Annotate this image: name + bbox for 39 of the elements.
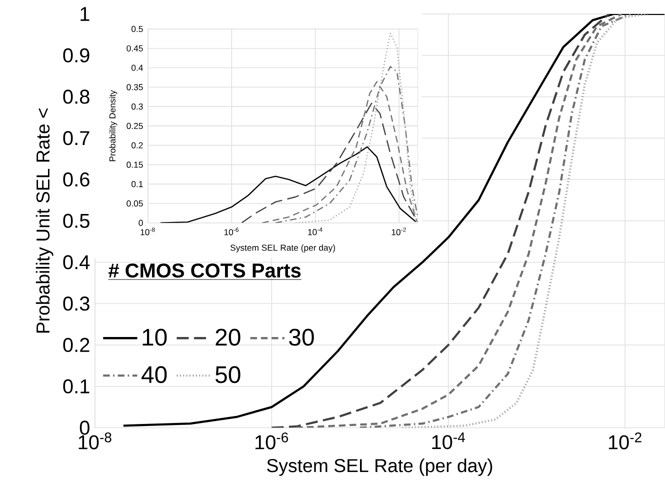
legend-title: # CMOS COTS Parts [108,264,301,278]
y-tick-label: 0.7 [63,131,90,146]
x-tick-label: 10$^{-8}$ [140,228,155,236]
y-tick-label: 0.3 [63,296,90,311]
y-tick-label: 0.15 [126,162,143,168]
x-tick-label: 10$^{-4}$ [432,432,465,450]
x-tick-label: 10$^{-2}$ [392,228,406,236]
x-axis-title: System SEL Rate (per day) [230,244,335,253]
x-tick-label: 10$^{-6}$ [224,228,239,236]
y-tick-label: 0.1 [63,379,90,394]
x-tick-label: 10$^{-6}$ [256,432,288,450]
y-tick-label: 0.45 [126,45,143,52]
y-axis-title: Probability Unit SEL Rate < [36,108,54,333]
legend-label: 10 [142,328,167,346]
legend-label: 40 [142,366,167,384]
y-tick-label: 0.5 [132,26,143,32]
y-axis-title: Probability Density [109,90,118,162]
y-tick-label: 0.8 [63,90,90,104]
y-tick-label: 0.35 [126,84,143,90]
y-tick-label: 0 [138,220,143,226]
y-tick-label: 0.5 [63,214,90,228]
y-tick-label: 0.1 [132,181,143,188]
y-tick-label: 0.2 [63,338,90,352]
y-tick-label: 0.4 [63,255,90,270]
y-tick-label: 0.05 [126,200,143,207]
x-tick-label: 10$^{-2}$ [608,432,642,450]
y-tick-label: 0.9 [63,48,90,63]
y-tick-label: 0.3 [132,104,143,110]
y-tick-label: 0.25 [126,123,143,130]
y-tick-label: 0.4 [132,64,143,71]
legend-label: 30 [289,328,314,346]
legend-label: 20 [216,328,240,346]
y-tick-label: 0 [80,420,90,435]
x-axis-title: System SEL Rate (per day) [267,458,492,476]
y-tick-label: 0.6 [63,172,90,187]
y-tick-label: 0.2 [132,142,143,149]
x-tick-label: 10$^{-4}$ [308,228,322,236]
legend-label: 50 [216,366,240,384]
y-tick-label: 1 [80,7,90,22]
